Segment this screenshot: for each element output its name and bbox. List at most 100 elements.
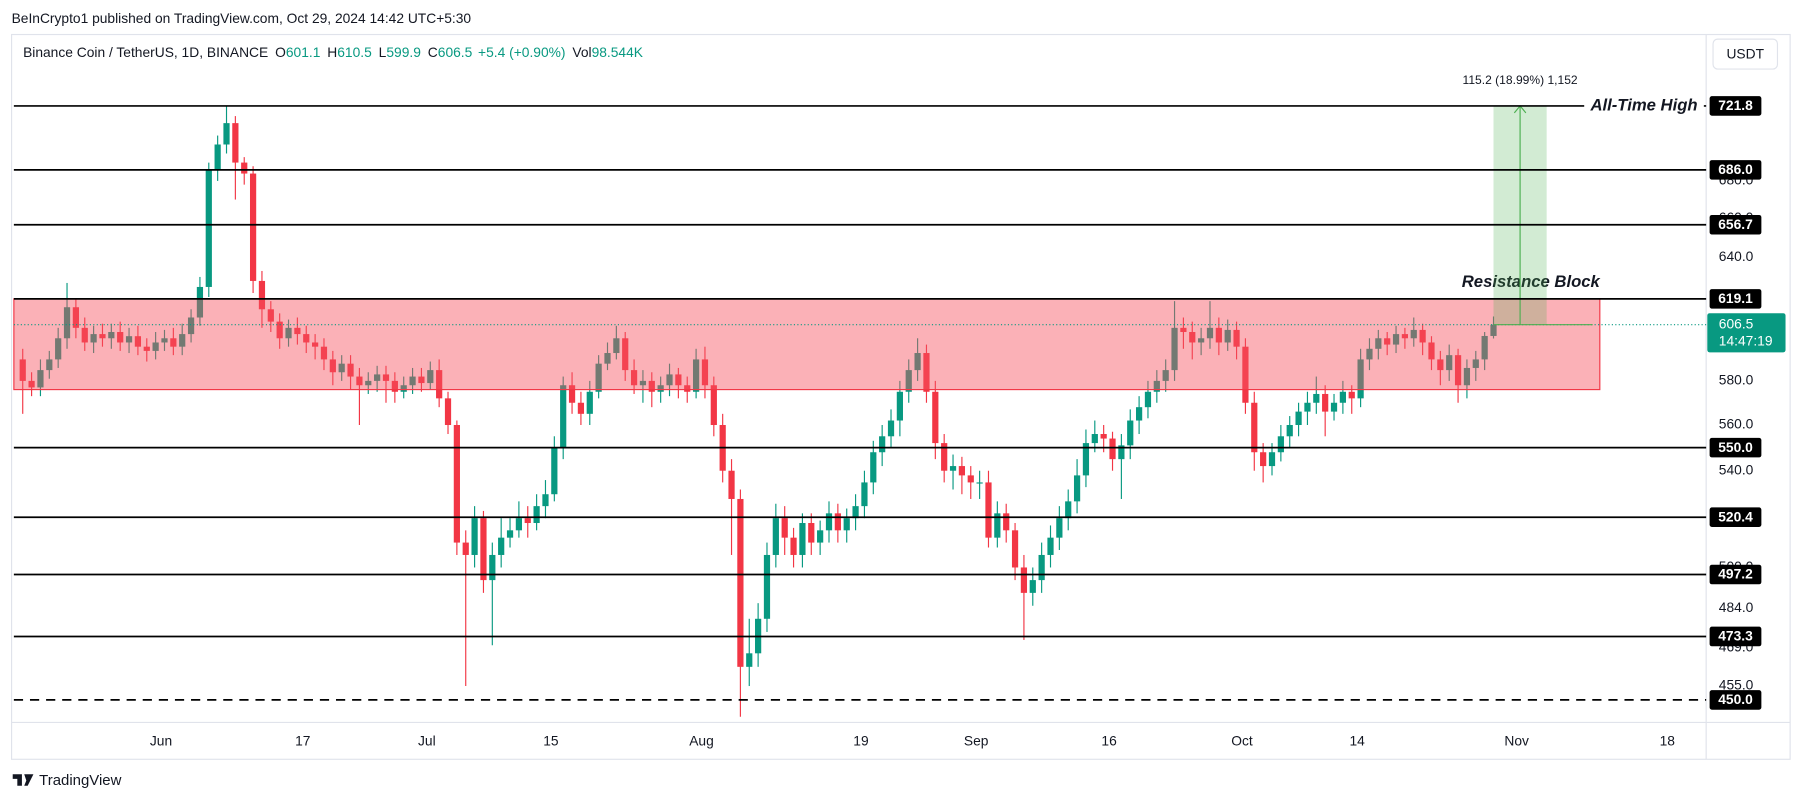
candle-body	[347, 363, 354, 377]
resistance-block	[13, 298, 1601, 391]
candle-body	[887, 420, 895, 437]
resistance-label: Resistance Block	[1462, 272, 1601, 291]
candle-body	[374, 374, 381, 381]
candle-body	[923, 353, 930, 392]
candle-body	[639, 380, 647, 386]
frame	[10, 33, 1791, 760]
y-tick-label: 455.0	[1719, 678, 1754, 693]
candle-body	[267, 309, 274, 322]
candle-body	[1454, 355, 1462, 386]
x-tick-label: Jul	[418, 734, 436, 749]
candle-body	[294, 327, 301, 335]
candle-body	[613, 338, 620, 354]
level-tag	[1709, 214, 1762, 235]
level-tag	[1709, 437, 1762, 458]
candle-body	[932, 391, 939, 444]
level-tag	[1709, 690, 1762, 710]
candle-body	[117, 332, 124, 343]
x-tick-label: 15	[543, 734, 559, 749]
candle-body	[533, 506, 540, 524]
candle-body	[560, 385, 567, 448]
candle-body	[276, 321, 283, 339]
candle-body	[1295, 411, 1302, 426]
level-label: 520.4	[1718, 509, 1753, 524]
candle-body	[1401, 334, 1409, 339]
candle-body	[1304, 402, 1311, 412]
candle-body	[1348, 391, 1355, 399]
brand: TradingView	[12, 772, 122, 789]
x-tick-label: Oct	[1231, 734, 1253, 749]
candle-body	[1490, 324, 1497, 336]
candle-body	[249, 173, 257, 281]
level-label: 497.2	[1718, 567, 1753, 582]
level-label: 721.8	[1718, 98, 1753, 113]
candle-body	[1277, 436, 1284, 453]
legend: Binance Coin / TetherUS, 1D, BINANCE O601…	[23, 45, 644, 60]
x-tick-label: Aug	[689, 734, 714, 749]
candle-body	[985, 482, 992, 538]
candle-body	[1419, 329, 1426, 343]
candle-body	[1135, 407, 1143, 421]
x-tick-label: Nov	[1504, 734, 1529, 749]
candle-body	[241, 162, 248, 174]
candle-body	[1020, 567, 1028, 593]
candle-body	[1011, 530, 1019, 568]
y-tick-label: 580.0	[1719, 373, 1754, 388]
candle-body	[179, 334, 186, 347]
currency-button[interactable]: USDT	[1712, 38, 1779, 70]
candle-body	[338, 363, 345, 373]
candle-body	[728, 470, 735, 499]
legend-key: H	[327, 45, 337, 60]
candle-body	[480, 518, 487, 581]
y-tick-label: 540.0	[1719, 462, 1754, 477]
level-label: 450.0	[1718, 692, 1753, 707]
candle-body	[1268, 452, 1276, 467]
button-label[interactable]: USDT	[1726, 46, 1764, 61]
candle-body	[409, 376, 416, 386]
candle-body	[834, 513, 841, 531]
brand-logo	[12, 774, 34, 786]
candle-body	[143, 346, 150, 351]
candle-body	[630, 370, 638, 386]
legend-key: Vol	[572, 45, 591, 60]
candle-body	[196, 286, 204, 318]
candle-body	[28, 380, 35, 388]
candle-body	[391, 380, 398, 392]
legend-value: 601.1	[286, 45, 321, 60]
candle-body	[817, 530, 824, 543]
candle-body	[1073, 475, 1081, 502]
candle-body	[1153, 380, 1160, 392]
candle-body	[81, 327, 88, 343]
candle-body	[471, 518, 478, 555]
candle-body	[692, 359, 700, 392]
candle-body	[1410, 329, 1417, 339]
candle-body	[586, 391, 593, 414]
level-tag	[1709, 507, 1762, 527]
candle-body	[737, 498, 744, 667]
candle-body	[808, 523, 815, 543]
brand-name: TradingView	[39, 772, 121, 789]
candle-body	[905, 370, 912, 392]
candle-body	[1100, 434, 1107, 439]
candle-body	[524, 518, 531, 524]
x-tick-label: 18	[1660, 734, 1676, 749]
candle-body	[37, 370, 44, 388]
candle-body	[843, 518, 850, 531]
y-tick-label: 640.0	[1719, 249, 1754, 264]
candle-body	[365, 380, 372, 386]
candle-body	[232, 123, 239, 163]
legend-key: C	[428, 45, 438, 60]
button-frame[interactable]	[1712, 38, 1779, 70]
candle-body	[90, 334, 97, 343]
candle-body	[1357, 359, 1364, 399]
candle-body	[205, 169, 212, 287]
candle-body	[1109, 438, 1116, 460]
candle-body	[72, 307, 79, 328]
candle-body	[1047, 537, 1054, 555]
candle-body	[1198, 338, 1205, 343]
candle-body	[1322, 393, 1329, 412]
level-label: 473.3	[1718, 629, 1753, 644]
candle-body	[551, 447, 558, 495]
candle-body	[400, 385, 407, 392]
